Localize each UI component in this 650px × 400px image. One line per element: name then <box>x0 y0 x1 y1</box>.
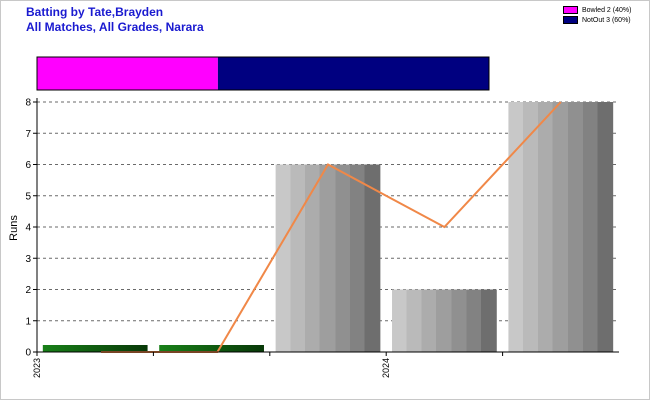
dismissal-bar <box>37 57 489 90</box>
dismissal-bar-frame <box>36 56 490 91</box>
y-tick-label: 6 <box>25 160 31 171</box>
legend: Bowled 2 (40%) NotOut 3 (60%) <box>563 5 631 25</box>
chart-title: Batting by Tate,Brayden <box>26 5 164 19</box>
x-tick-label: 2023 <box>32 358 42 378</box>
bar-not-out <box>159 345 264 352</box>
y-tick-label: 5 <box>25 191 31 202</box>
y-tick-label: 8 <box>25 98 31 109</box>
y-tick-label: 3 <box>25 254 31 265</box>
legend-item-notout: NotOut 3 (60%) <box>563 15 631 25</box>
y-tick-label: 0 <box>25 348 31 359</box>
bar <box>275 164 381 352</box>
bars <box>42 102 614 352</box>
legend-label-bowled: Bowled 2 (40%) <box>582 6 632 14</box>
bar <box>508 102 614 352</box>
axes: 0 1 2 3 4 5 6 7 8 2023 2024 <box>25 98 619 378</box>
bar-not-out <box>42 345 148 352</box>
y-axis-label: Runs <box>8 215 20 241</box>
y-tick-label: 7 <box>25 129 31 140</box>
chart-subtitle: All Matches, All Grades, Narara <box>26 20 204 34</box>
y-tick-label: 4 <box>25 223 31 234</box>
dismissal-segment-bowled <box>37 57 218 90</box>
bar <box>392 289 497 352</box>
legend-swatch-notout <box>563 16 578 24</box>
legend-item-bowled: Bowled 2 (40%) <box>563 5 631 15</box>
legend-label-notout: NotOut 3 (60%) <box>582 16 631 24</box>
y-tick-label: 2 <box>25 285 31 296</box>
legend-swatch-bowled <box>563 6 578 14</box>
dismissal-segment-notout <box>217 57 489 90</box>
y-tick-label: 1 <box>25 316 31 327</box>
x-tick-label: 2024 <box>381 358 391 378</box>
